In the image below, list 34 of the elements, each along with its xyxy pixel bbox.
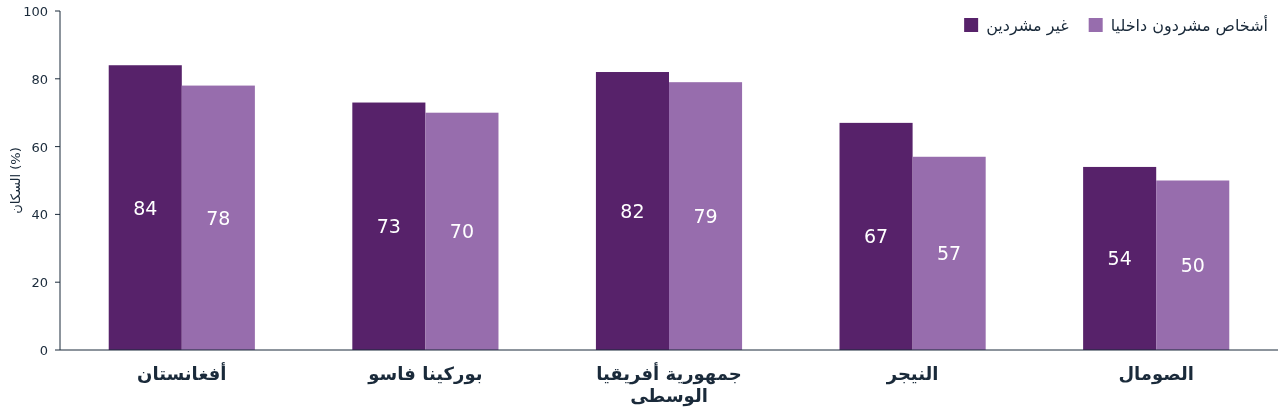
x-tick-label: بوركينا فاسو xyxy=(367,363,483,385)
data-label: 78 xyxy=(206,206,231,229)
data-label: 57 xyxy=(937,242,962,265)
x-tick-label: الصومال xyxy=(1118,363,1194,385)
bar xyxy=(352,102,426,350)
legend-label: غير مشردين xyxy=(986,16,1069,36)
bar xyxy=(1156,180,1230,350)
data-label: 70 xyxy=(449,220,475,243)
x-tick-label: أفغانستان xyxy=(137,362,227,384)
y-tick-label: 100 xyxy=(23,4,48,19)
bar xyxy=(1083,166,1157,350)
y-tick-label: 40 xyxy=(31,207,48,223)
bar xyxy=(669,82,743,350)
data-label: 67 xyxy=(863,225,889,248)
y-tick-label: 60 xyxy=(31,139,48,155)
data-label: 79 xyxy=(693,205,718,228)
data-label: 82 xyxy=(620,200,645,223)
data-label: 50 xyxy=(1180,254,1205,277)
bar xyxy=(108,65,182,350)
bar xyxy=(425,112,499,350)
x-tick-label: النيجر xyxy=(885,363,939,385)
bar xyxy=(181,85,255,350)
y-axis-title: السكان (%) xyxy=(8,147,23,214)
data-label: 73 xyxy=(376,215,401,238)
data-label: 54 xyxy=(1107,247,1132,270)
bar xyxy=(595,72,669,350)
bar xyxy=(839,122,913,350)
y-tick-label: 0 xyxy=(39,343,48,358)
legend-label: أشخاص مشردون داخليا xyxy=(1110,15,1268,36)
y-tick-label: 20 xyxy=(31,275,48,291)
data-label: 84 xyxy=(133,196,158,219)
bar xyxy=(912,156,986,350)
x-tick-label: جمهورية أفريقيا الوسطى xyxy=(596,362,742,407)
y-tick-label: 80 xyxy=(31,71,48,87)
